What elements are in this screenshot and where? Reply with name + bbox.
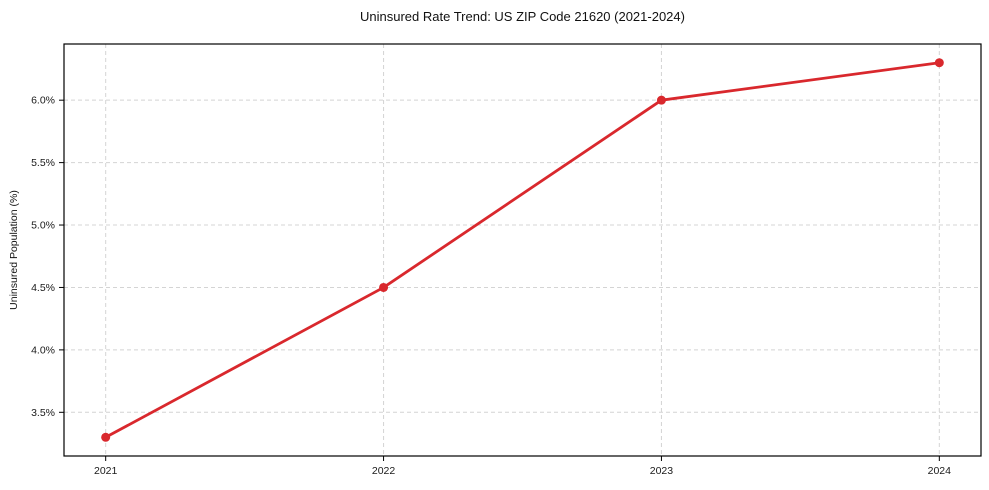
y-tick-label: 3.5% <box>31 407 55 419</box>
trend-line <box>104 61 941 439</box>
y-tick-label: 5.0% <box>31 220 55 232</box>
x-tick-label: 2023 <box>650 465 674 477</box>
data-point-marker <box>379 282 389 292</box>
data-point-marker <box>656 95 666 105</box>
plot-border <box>63 43 982 457</box>
data-point-marker <box>934 58 944 68</box>
x-tick-label: 2021 <box>94 465 118 477</box>
x-tick-label: 2024 <box>928 465 952 477</box>
y-tick-label: 5.5% <box>31 157 55 169</box>
chart-title: Uninsured Rate Trend: US ZIP Code 21620 … <box>360 9 685 24</box>
y-tick-label: 6.0% <box>31 95 55 107</box>
y-tick-label: 4.0% <box>31 344 55 356</box>
y-tick-label: 4.5% <box>31 282 55 294</box>
data-point-marker <box>101 432 111 442</box>
x-tick-label: 2022 <box>372 465 396 477</box>
